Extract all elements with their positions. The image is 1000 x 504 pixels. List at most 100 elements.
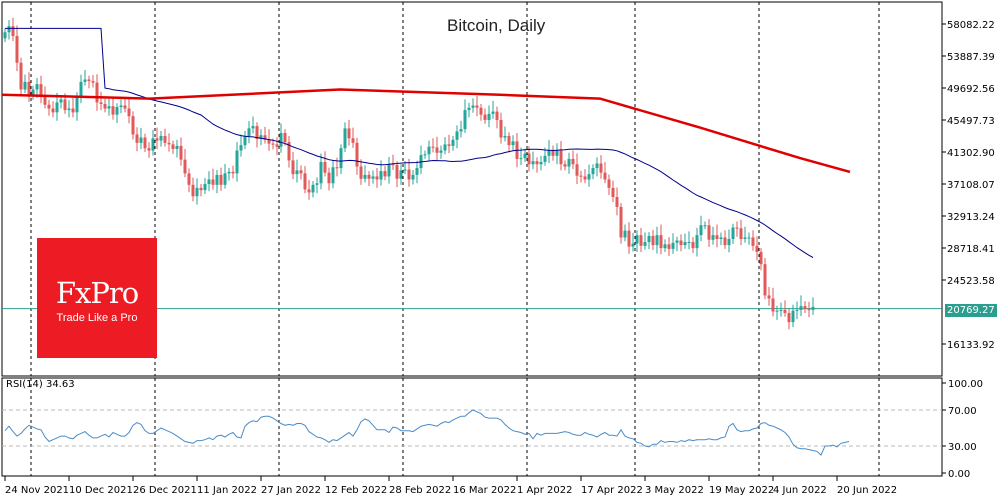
date-tick-label: 24 Nov 2021 (5, 485, 69, 496)
candle-body (111, 106, 115, 115)
candle-body (215, 174, 219, 185)
candle-body (35, 84, 39, 90)
candle-body (259, 135, 263, 140)
price-tick-label: 45497.73 (947, 116, 995, 127)
candle-body (275, 144, 279, 147)
candle-body (511, 141, 515, 146)
candle-body (347, 128, 351, 139)
candle-body (391, 164, 395, 166)
candle-body (411, 174, 415, 180)
fxpro-logo: FxPro Trade Like a Pro (37, 238, 157, 358)
candle-body (87, 79, 91, 82)
candle-body (371, 176, 375, 179)
ma-fast-line (5, 27, 814, 258)
candle-body (203, 184, 207, 191)
date-tick-label: 1 Apr 2022 (517, 485, 572, 496)
candle-body (767, 295, 771, 299)
candle-body (675, 240, 679, 243)
price-tick-label: 49692.56 (947, 84, 995, 95)
candle-body (407, 169, 411, 180)
candle-body (119, 105, 123, 108)
candle-body (519, 158, 523, 160)
candle-body (283, 132, 287, 143)
candle-body (327, 172, 331, 184)
candle-body (63, 99, 67, 111)
candle-body (131, 116, 135, 135)
candle-body (399, 170, 403, 179)
candle-body (611, 187, 615, 198)
candle-body (343, 128, 347, 149)
candle-body (731, 227, 735, 239)
candle-body (55, 102, 59, 113)
logo-tagline: Trade Like a Pro (56, 312, 138, 324)
candle-body (251, 126, 255, 129)
candle-body (779, 309, 783, 311)
date-tick-label: 28 Feb 2022 (389, 485, 451, 496)
candle-body (451, 139, 455, 146)
price-tick-label: 58082.22 (947, 20, 995, 31)
candle-body (99, 102, 103, 104)
candle-body (279, 132, 283, 147)
date-tick-label: 4 Jun 2022 (773, 485, 827, 496)
candle-body (811, 306, 815, 310)
candle-body (571, 158, 575, 165)
candle-body (455, 131, 459, 140)
candle-body (583, 176, 587, 180)
candle-body (635, 235, 639, 244)
main-pane-frame (1, 1, 943, 377)
candle-body (23, 81, 27, 90)
candle-body (599, 163, 603, 173)
candle-body (491, 111, 495, 114)
candle-body (747, 237, 751, 239)
candle-body (663, 244, 667, 249)
candle-body (807, 309, 811, 311)
candle-body (127, 108, 131, 117)
candle-body (95, 82, 99, 103)
candle-body (359, 166, 363, 179)
candle-body (107, 106, 111, 109)
candle-body (763, 264, 767, 296)
candle-body (167, 142, 171, 145)
price-tick-label: 24523.58 (947, 276, 995, 287)
candle-body (299, 170, 303, 174)
candle-body (139, 137, 143, 143)
candle-body (367, 174, 371, 179)
candle-body (679, 240, 683, 246)
candle-body (587, 174, 591, 180)
candle-body (803, 306, 807, 310)
candle-body (687, 242, 691, 244)
chart-title: Bitcoin, Daily (447, 16, 546, 35)
candle-body (11, 26, 15, 37)
rsi-tick-label: 0.00 (948, 469, 970, 480)
candle-body (759, 251, 763, 265)
date-tick-label: 11 Jan 2022 (197, 485, 257, 496)
candle-body (191, 184, 195, 197)
candle-body (471, 105, 475, 108)
candle-body (707, 225, 711, 240)
candle-body (115, 107, 119, 115)
candle-body (603, 172, 607, 180)
rsi-line (4, 409, 850, 456)
candle-body (219, 174, 223, 185)
candle-body (795, 309, 799, 311)
candle-body (775, 310, 779, 312)
candle-body (555, 150, 559, 156)
candle-body (231, 171, 235, 174)
candle-body (563, 164, 567, 167)
candle-body (735, 227, 739, 229)
candle-body (331, 167, 335, 184)
rsi-tick-label: 70.00 (948, 406, 977, 417)
candle-body (591, 168, 595, 175)
candle-body (531, 161, 535, 165)
candle-body (755, 245, 759, 252)
candle-body (103, 103, 107, 109)
ma-slow-line (1, 88, 851, 174)
candle-body (579, 175, 583, 177)
candle-body (783, 309, 787, 313)
candle-body (123, 105, 127, 109)
candle-body (243, 136, 247, 146)
date-tick-label: 26 Dec 2021 (133, 485, 197, 496)
candle-body (175, 145, 179, 149)
